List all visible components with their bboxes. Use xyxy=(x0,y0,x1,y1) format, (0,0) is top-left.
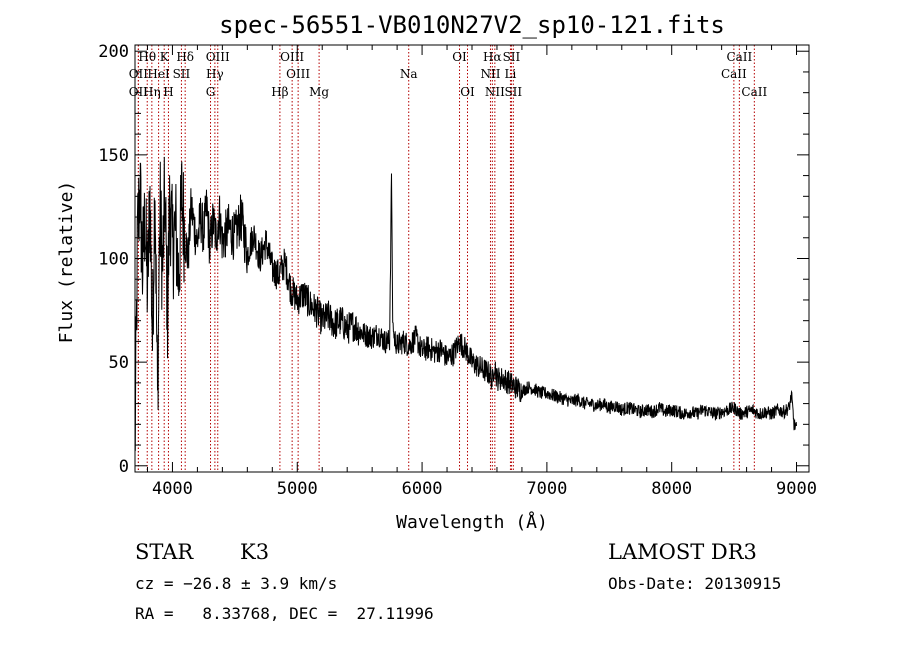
y-tick-label: 150 xyxy=(98,146,129,166)
spectral-line-label: OIII xyxy=(280,50,304,64)
flux-series-line xyxy=(134,156,797,451)
spectral-line-label: Hδ xyxy=(176,50,194,64)
x-tick-label: 7000 xyxy=(526,479,567,499)
spectral-line-label: Hθ xyxy=(138,50,156,64)
spectral-line-label: Hγ xyxy=(206,67,224,81)
spectral-line-label: HeI xyxy=(147,67,170,81)
survey-name: LAMOST DR3 xyxy=(608,540,757,564)
object-subclass: K3 xyxy=(240,540,269,564)
x-tick-label: 6000 xyxy=(402,479,443,499)
spectral-line-label: Na xyxy=(400,67,418,81)
spectral-line-label: SII xyxy=(504,85,522,99)
plot-frame xyxy=(134,44,810,473)
spectral-line-label: CaII xyxy=(721,67,747,81)
y-tick-label: 200 xyxy=(98,42,129,62)
spectral-line-label: Hη xyxy=(143,85,161,99)
spectral-line-label: OIII xyxy=(206,50,230,64)
x-tick-label: 5000 xyxy=(277,479,318,499)
observation-date: Obs-Date: 20130915 xyxy=(608,574,781,593)
y-axis-ticks: 0 50 100 150 200 xyxy=(98,42,809,477)
coordinates: RA = 8.33768, DEC = 27.11996 xyxy=(135,604,434,623)
spectral-line-label: OII xyxy=(129,67,149,81)
chart-title: spec-56551-VB010N27V2_sp10-121.fits xyxy=(219,11,725,39)
spectral-line-label: OII xyxy=(129,85,149,99)
spectral-line-label: H xyxy=(163,85,173,99)
spectral-line-label: Hα xyxy=(483,50,502,64)
spectral-line-label: Li xyxy=(505,67,517,81)
x-axis-label: Wavelength (Å) xyxy=(396,511,548,533)
spectral-line-label: OI xyxy=(452,50,467,64)
object-class: STAR xyxy=(135,540,194,564)
spectral-line-label: SII xyxy=(503,50,521,64)
x-tick-label: 8000 xyxy=(651,479,692,499)
spectral-line-label: SII xyxy=(173,67,191,81)
spectral-line-label: K xyxy=(160,50,170,64)
spectral-line-label: CaII xyxy=(741,85,767,99)
y-axis-label: Flux (relative) xyxy=(56,181,77,344)
x-axis-ticks: 4000 5000 6000 7000 8000 9000 xyxy=(146,45,817,499)
y-tick-label: 100 xyxy=(98,250,129,270)
spectral-line-label: Mg xyxy=(309,85,329,99)
x-tick-label: 4000 xyxy=(152,479,193,499)
spectral-line-label: Hβ xyxy=(271,85,288,99)
spectral-line-label: NII xyxy=(485,85,505,99)
spectral-line-label: OI xyxy=(460,85,475,99)
redshift-cz: cz = −26.8 ± 3.9 km/s xyxy=(135,574,337,593)
spectral-line-label: G xyxy=(206,85,216,99)
spectral-line-label: CaII xyxy=(726,50,752,64)
y-tick-label: 0 xyxy=(119,457,129,477)
spectral-line-label: NII xyxy=(480,67,500,81)
spectral-line-label: OIII xyxy=(286,67,310,81)
y-tick-label: 50 xyxy=(109,353,129,373)
x-tick-label: 9000 xyxy=(776,479,817,499)
